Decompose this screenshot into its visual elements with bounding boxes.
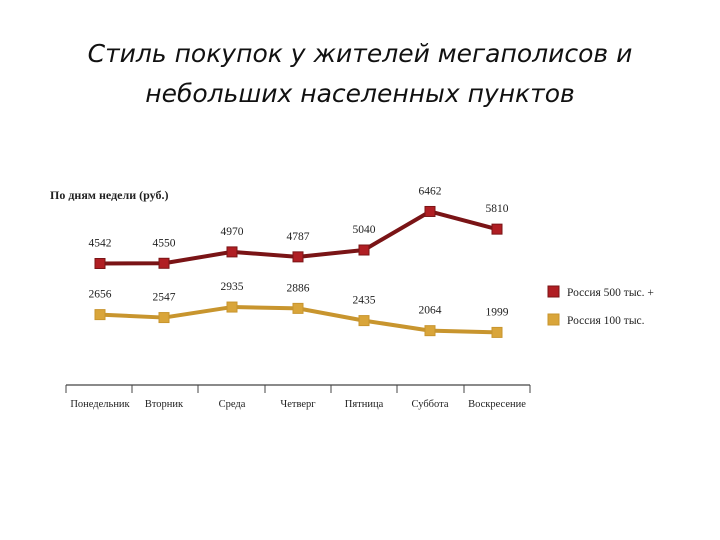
- data-label: 4787: [287, 231, 310, 243]
- series-2: 2656 2547 2935 2886 2435 2064 1999: [89, 281, 509, 338]
- data-point: [226, 301, 238, 313]
- legend-label: Россия 500 тыс. +: [567, 287, 654, 299]
- data-point: [491, 223, 503, 235]
- data-point: [292, 251, 304, 263]
- legend-entry-2: Россия 100 тыс.: [547, 313, 645, 327]
- data-label: 2886: [287, 282, 310, 294]
- slide-title-line-1: Стиль покупок у жителей мегаполисов и: [87, 39, 633, 68]
- x-tick-label: Воскресение: [468, 399, 526, 410]
- legend-swatch: [547, 313, 560, 326]
- slide-title: Стиль покупок у жителей мегаполисов и не…: [0, 34, 720, 114]
- legend: Россия 500 тыс. + Россия 100 тыс.: [547, 285, 654, 327]
- data-label: 2935: [221, 281, 244, 293]
- data-label: 6462: [419, 185, 442, 197]
- data-point: [491, 326, 503, 338]
- chart-subtitle: По дням недели (руб.): [50, 188, 168, 202]
- series-layer: 4542 4550 4970 4787 5040 6462 5810 2656 2547 2935…: [89, 185, 509, 338]
- data-point: [226, 246, 238, 258]
- data-point: [94, 258, 106, 269]
- x-tick-label: Понедельник: [70, 399, 130, 410]
- data-label: 2547: [153, 292, 176, 304]
- x-axis: Понедельник Вторник Среда Четверг Пятница Суб…: [65, 384, 531, 410]
- data-point: [358, 315, 370, 327]
- legend-entry-1: Россия 500 тыс. +: [547, 285, 654, 299]
- x-tick-label: Пятница: [345, 399, 384, 410]
- legend-label: Россия 100 тыс.: [567, 315, 645, 327]
- data-point: [94, 309, 106, 321]
- data-label: 5810: [486, 203, 509, 215]
- data-label: 5040: [353, 224, 376, 236]
- data-label: 4970: [221, 226, 244, 238]
- data-label: 1999: [486, 306, 509, 318]
- data-point: [158, 312, 170, 324]
- series-1: 4542 4550 4970 4787 5040 6462 5810: [89, 185, 509, 269]
- data-label: 2064: [419, 305, 442, 317]
- data-point: [424, 205, 436, 217]
- legend-swatch: [547, 285, 560, 298]
- data-point: [358, 244, 370, 256]
- x-tick-label: Четверг: [280, 399, 316, 410]
- data-point: [158, 257, 170, 269]
- data-label: 4550: [153, 237, 176, 249]
- data-label: 4542: [89, 238, 112, 250]
- x-tick-label: Вторник: [145, 399, 184, 410]
- slide-title-line-2: небольших населенных пунктов: [145, 79, 575, 108]
- data-point: [424, 325, 436, 337]
- x-tick-label: Суббота: [411, 399, 448, 410]
- data-label: 2435: [353, 295, 376, 307]
- data-point: [292, 302, 304, 314]
- data-label: 2656: [89, 289, 112, 301]
- x-tick-label: Среда: [219, 399, 246, 410]
